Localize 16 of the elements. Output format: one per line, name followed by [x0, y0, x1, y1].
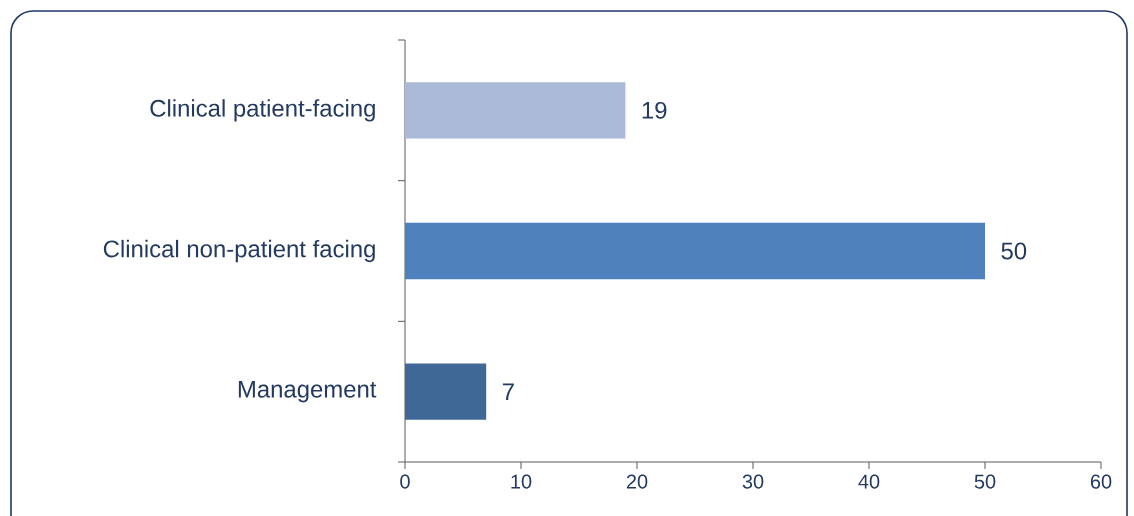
x-tick-label: 40 [858, 474, 880, 489]
x-tick-label: 10 [511, 474, 532, 489]
x-tick-label: 30 [742, 474, 764, 489]
x-tick-label: 60 [1090, 474, 1112, 489]
x-tick-label: 0 [400, 474, 410, 489]
bar [405, 363, 487, 420]
data-label: 7 [502, 383, 514, 400]
data-label: 50 [1001, 242, 1027, 260]
bar [405, 82, 626, 139]
y-tick-label: Management [238, 380, 377, 403]
x-tick-label: 20 [626, 474, 648, 489]
x-tick-label: 50 [974, 474, 996, 489]
data-label: 19 [642, 101, 667, 119]
y-tick-label: Clinical non-patient facing [103, 239, 375, 263]
y-tick-label: Clinical patient-facing [150, 99, 375, 122]
bar [405, 222, 985, 280]
